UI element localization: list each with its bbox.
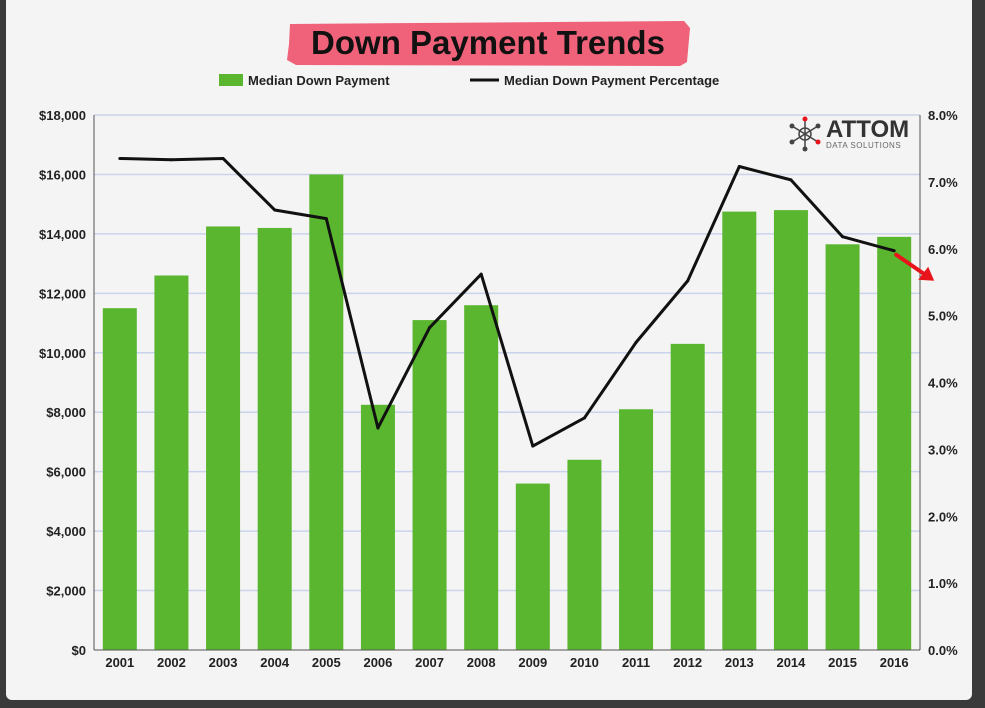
bar-2006: [360, 404, 395, 650]
x-tick-label: 2015: [828, 655, 857, 670]
x-tick-label: 2016: [880, 655, 909, 670]
line-point-2001: [118, 156, 122, 160]
x-tick-label: 2008: [467, 655, 496, 670]
bar-2003: [206, 226, 241, 651]
annotation: [894, 252, 935, 281]
x-tick-label: 2011: [622, 655, 650, 670]
line-series: [118, 156, 896, 448]
bar-2010: [567, 459, 602, 650]
y-right-tick-label: 8.0%: [928, 108, 958, 123]
annotation-arrow-shaft: [894, 252, 931, 279]
y-right-tick-label: 6.0%: [928, 242, 958, 257]
y-left-tick-label: $16,000: [39, 167, 86, 182]
y-right-tick-label: 4.0%: [928, 376, 958, 391]
legend-label-line: Median Down Payment Percentage: [504, 73, 719, 88]
bar-2002: [154, 275, 189, 650]
x-tick-label: 2005: [312, 655, 341, 670]
y-left-tick-label: $12,000: [39, 286, 86, 301]
y-left-tick-label: $0: [72, 643, 86, 658]
legend-label-bar: Median Down Payment: [248, 73, 390, 88]
legend: Median Down Payment Median Down Payment …: [219, 73, 719, 88]
y-left-tick-label: $18,000: [39, 108, 86, 123]
x-tick-label: 2006: [363, 655, 392, 670]
bar-2013: [722, 211, 757, 650]
line-point-2006: [376, 426, 380, 430]
y-right-tick-label: 0.0%: [928, 643, 958, 658]
y-right-tick-label: 1.0%: [928, 576, 958, 591]
x-tick-label: 2009: [518, 655, 547, 670]
x-tick-label: 2004: [260, 655, 290, 670]
x-tick-label: 2014: [776, 655, 806, 670]
x-tick-label: 2003: [209, 655, 238, 670]
line-point-2002: [169, 158, 173, 162]
x-tick-label: 2001: [105, 655, 134, 670]
bars: [102, 174, 912, 651]
title-banner: Down Payment Trends: [284, 18, 692, 68]
y-left-tick-label: $6,000: [46, 465, 86, 480]
y-left-tick-label: $10,000: [39, 346, 86, 361]
x-tick-label: 2013: [725, 655, 754, 670]
x-tick-label: 2007: [415, 655, 444, 670]
line-point-2011: [634, 340, 638, 344]
line-point-2003: [221, 156, 225, 160]
bar-2001: [102, 308, 137, 650]
bar-2014: [773, 210, 808, 650]
x-tick-label: 2012: [673, 655, 702, 670]
y-right-tick-label: 5.0%: [928, 309, 958, 324]
chart: $0 $2,000 $4,000 $6,000 $8,000 $10,000 $12,000…: [39, 73, 958, 670]
slide: Down Payment Trends $0 $2,000 $4,000 $6,000…: [6, 0, 972, 700]
line-point-2010: [582, 416, 586, 420]
line-point-2016: [892, 249, 896, 253]
axes: $0 $2,000 $4,000 $6,000 $8,000 $10,000 $12,000…: [39, 108, 958, 670]
legend-swatch-bar: [219, 74, 243, 86]
line-point-2012: [686, 279, 690, 283]
y-left-tick-label: $8,000: [46, 405, 86, 420]
logo-tagline: DATA SOLUTIONS: [826, 141, 902, 150]
y-left-tick-label: $2,000: [46, 584, 86, 599]
y-left-tick-label: $14,000: [39, 227, 86, 242]
title-highlight: [287, 21, 690, 66]
line-point-2005: [324, 217, 328, 221]
x-tick-label: 2002: [157, 655, 186, 670]
bar-2005: [309, 174, 344, 650]
line-point-2009: [531, 444, 535, 448]
bar-2009: [515, 483, 550, 650]
y-right-tick-label: 2.0%: [928, 509, 958, 524]
bar-2012: [670, 343, 705, 650]
annotation-arrow-head: [918, 266, 935, 281]
line-point-2007: [428, 326, 432, 330]
line-percentage: [119, 156, 895, 448]
y-right-tick-label: 3.0%: [928, 442, 958, 457]
line-point-2015: [841, 235, 845, 239]
logo-mark-icon: [789, 116, 821, 152]
line-point-2004: [273, 208, 277, 212]
logo-name: ATTOM: [826, 116, 910, 143]
line-point-2008: [479, 272, 483, 276]
x-tick-label: 2010: [570, 655, 599, 670]
y-right-tick-label: 7.0%: [928, 175, 958, 190]
line-point-2014: [789, 178, 793, 182]
bar-2011: [619, 409, 654, 650]
bar-2015: [825, 244, 860, 650]
line-point-2013: [737, 164, 741, 168]
bar-2007: [412, 320, 447, 650]
chart-title: Down Payment Trends: [311, 24, 665, 61]
y-left-tick-label: $4,000: [46, 524, 86, 539]
bar-2004: [257, 227, 292, 650]
attom-logo: ATTOM DATA SOLUTIONS: [788, 116, 918, 156]
bar-2016: [877, 236, 912, 650]
bar-2008: [464, 305, 499, 650]
